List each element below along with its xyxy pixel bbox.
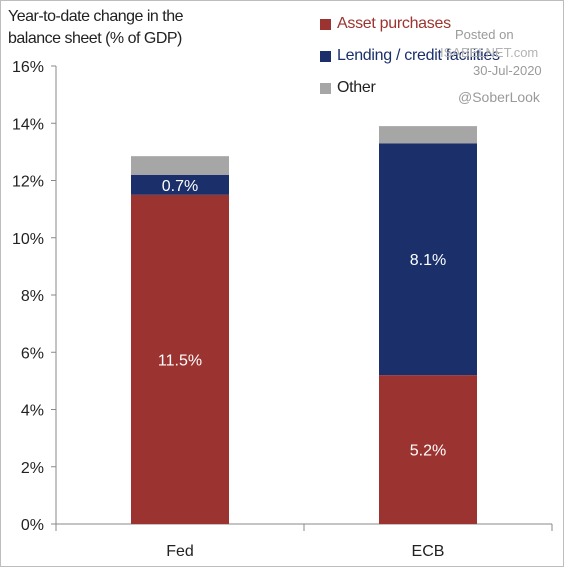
legend-swatch-other (320, 82, 331, 94)
y-axis-title: Year-to-date change in the balance sheet… (8, 8, 184, 47)
bar-segment-fed-other (131, 156, 229, 175)
legend-label-lending-credit: Lending / credit facilities (337, 47, 500, 64)
legend-item-asset-purchases: Asset purchases (320, 8, 500, 40)
legend-item-lending-credit: Lending / credit facilities (320, 40, 500, 72)
x-category-label: ECB (412, 543, 445, 560)
y-tick-label: 14% (12, 116, 44, 133)
y-tick-label: 4% (21, 403, 44, 420)
data-label: 8.1% (410, 252, 446, 269)
y-tick-label: 6% (21, 345, 44, 362)
data-label: 0.7% (162, 178, 198, 195)
bar-segment-ecb-other (379, 126, 477, 144)
bar-segment-ecb-lending-credit-facilities (379, 143, 477, 376)
legend-swatch-lending-credit (320, 50, 331, 62)
y-tick-label: 2% (21, 460, 44, 477)
x-category-label: Fed (166, 543, 194, 560)
watermark-handle: @SoberLook (458, 89, 540, 105)
legend-label-asset-purchases: Asset purchases (337, 15, 451, 32)
y-tick-label: 10% (12, 231, 44, 248)
legend-label-other: Other (337, 79, 376, 96)
bar-segment-fed-lending-credit-facilities (131, 174, 229, 195)
watermark-posted-on: Posted on (455, 27, 514, 42)
y-tick-label: 12% (12, 174, 44, 191)
legend: Asset purchases Lending / credit facilit… (320, 8, 500, 104)
watermark-site: ISABELNET.com (440, 45, 539, 60)
data-label: 11.5% (158, 352, 202, 369)
watermark-date: 30-Jul-2020 (473, 63, 542, 78)
y-tick-label: 16% (12, 59, 44, 76)
y-tick-label: 8% (21, 288, 44, 305)
data-label: 5.2% (410, 443, 446, 460)
y-tick-label: 0% (21, 517, 44, 534)
bar-segment-ecb-asset-purchases (379, 375, 477, 524)
legend-item-other: Other (320, 72, 500, 104)
bar-segment-fed-asset-purchases (131, 194, 229, 524)
legend-swatch-asset-purchases (320, 18, 331, 30)
